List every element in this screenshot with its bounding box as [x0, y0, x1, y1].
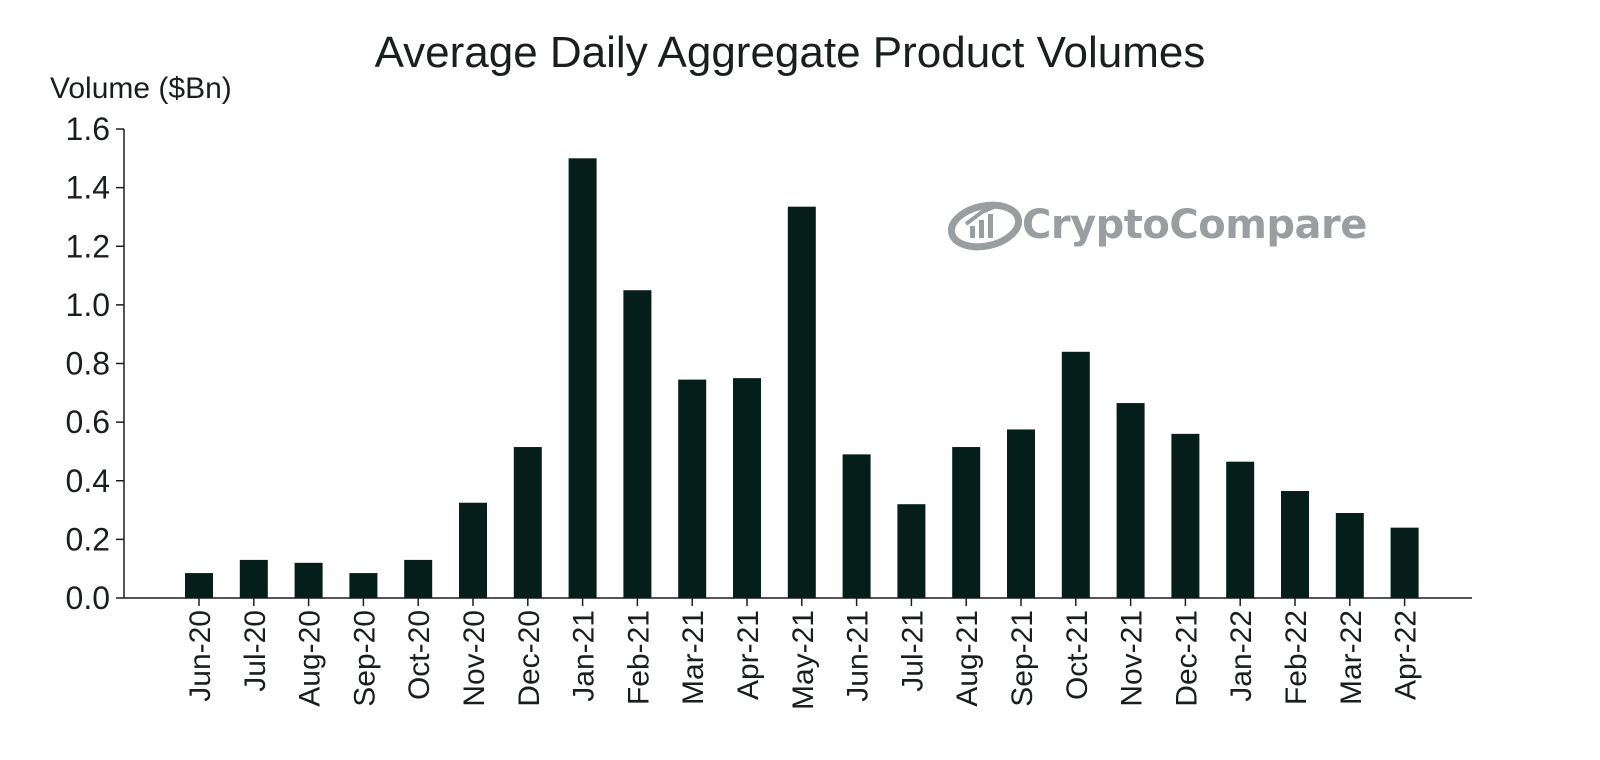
bar-aug-20 — [294, 562, 323, 598]
cryptocompare-logo-icon — [947, 201, 1023, 251]
y-tick-label: 0.2 — [66, 521, 110, 557]
bar-feb-21 — [623, 290, 652, 598]
x-tick-label: Apr-21 — [732, 610, 765, 700]
y-tick-label: 1.2 — [66, 228, 110, 264]
y-tick-label: 1.6 — [66, 111, 110, 147]
bar-jun-21 — [842, 454, 871, 598]
x-tick-label: May-21 — [787, 610, 820, 710]
y-tick-label: 1.0 — [66, 287, 110, 323]
bar-oct-20 — [404, 559, 433, 598]
x-tick-label: Aug-21 — [951, 610, 984, 707]
y-axis-label: Volume ($Bn) — [50, 72, 232, 105]
x-tick-label: Feb-21 — [622, 610, 655, 705]
x-tick-label: Mar-22 — [1335, 610, 1368, 705]
x-tick-label: Jul-21 — [896, 610, 929, 692]
bar-oct-21 — [1061, 351, 1090, 598]
y-ticks: 0.0 0.2 0.4 0.6 0.8 1.0 1.2 1.4 1.6 — [66, 111, 124, 616]
bar-nov-20 — [459, 502, 487, 598]
bar-jul-20 — [239, 559, 268, 598]
x-tick-label: Mar-21 — [677, 610, 710, 705]
bar-apr-22 — [1390, 527, 1419, 598]
bar-mar-21 — [678, 379, 707, 598]
bar-mar-22 — [1335, 512, 1364, 598]
x-tick-label: Aug-20 — [294, 610, 327, 707]
x-ticks: Jun-20 Jul-20 Aug-20 Sep-20 Oct-20 Nov-20 Dec-… — [184, 598, 1423, 710]
bar-jun-20 — [185, 573, 213, 598]
x-tick-label: Nov-20 — [458, 610, 491, 707]
bar-may-21 — [787, 206, 816, 598]
bar-apr-21 — [733, 378, 761, 598]
bar-dec-20 — [513, 447, 542, 598]
x-tick-label: Dec-20 — [513, 610, 546, 707]
x-tick-label: Oct-20 — [403, 610, 436, 700]
bar-sep-21 — [1007, 429, 1035, 598]
bar-feb-22 — [1281, 491, 1309, 598]
x-tick-label: Nov-21 — [1116, 610, 1149, 707]
chart-title: Average Daily Aggregate Product Volumes — [375, 28, 1206, 77]
watermark-brand-text: CryptoCompare — [1022, 202, 1367, 248]
bar-jan-21 — [568, 158, 597, 598]
x-tick-label: Sep-21 — [1006, 610, 1039, 707]
x-tick-label: Jan-21 — [568, 610, 601, 702]
x-tick-label: Jan-22 — [1225, 610, 1258, 702]
bar-jul-21 — [897, 504, 926, 598]
bar-dec-21 — [1171, 433, 1200, 598]
x-tick-label: Jul-20 — [239, 610, 272, 692]
bar-aug-21 — [952, 447, 981, 598]
x-tick-label: Sep-20 — [348, 610, 381, 707]
x-tick-label: Jun-20 — [184, 610, 217, 702]
bar-jan-22 — [1226, 461, 1255, 598]
x-tick-label: Dec-21 — [1170, 610, 1203, 707]
x-tick-label: Apr-22 — [1390, 610, 1423, 700]
y-tick-label: 0.0 — [66, 580, 110, 616]
cryptocompare-watermark: CryptoCompare — [947, 201, 1367, 251]
x-tick-label: Oct-21 — [1061, 610, 1094, 700]
bar-nov-21 — [1116, 403, 1145, 598]
y-tick-label: 0.6 — [66, 404, 110, 440]
x-tick-label: Jun-21 — [842, 610, 875, 702]
x-tick-label: Feb-22 — [1280, 610, 1313, 705]
bar-sep-20 — [349, 573, 378, 598]
bars — [185, 158, 1419, 598]
y-tick-label: 1.4 — [66, 170, 110, 206]
y-tick-label: 0.4 — [66, 463, 110, 499]
y-tick-label: 0.8 — [66, 346, 110, 382]
